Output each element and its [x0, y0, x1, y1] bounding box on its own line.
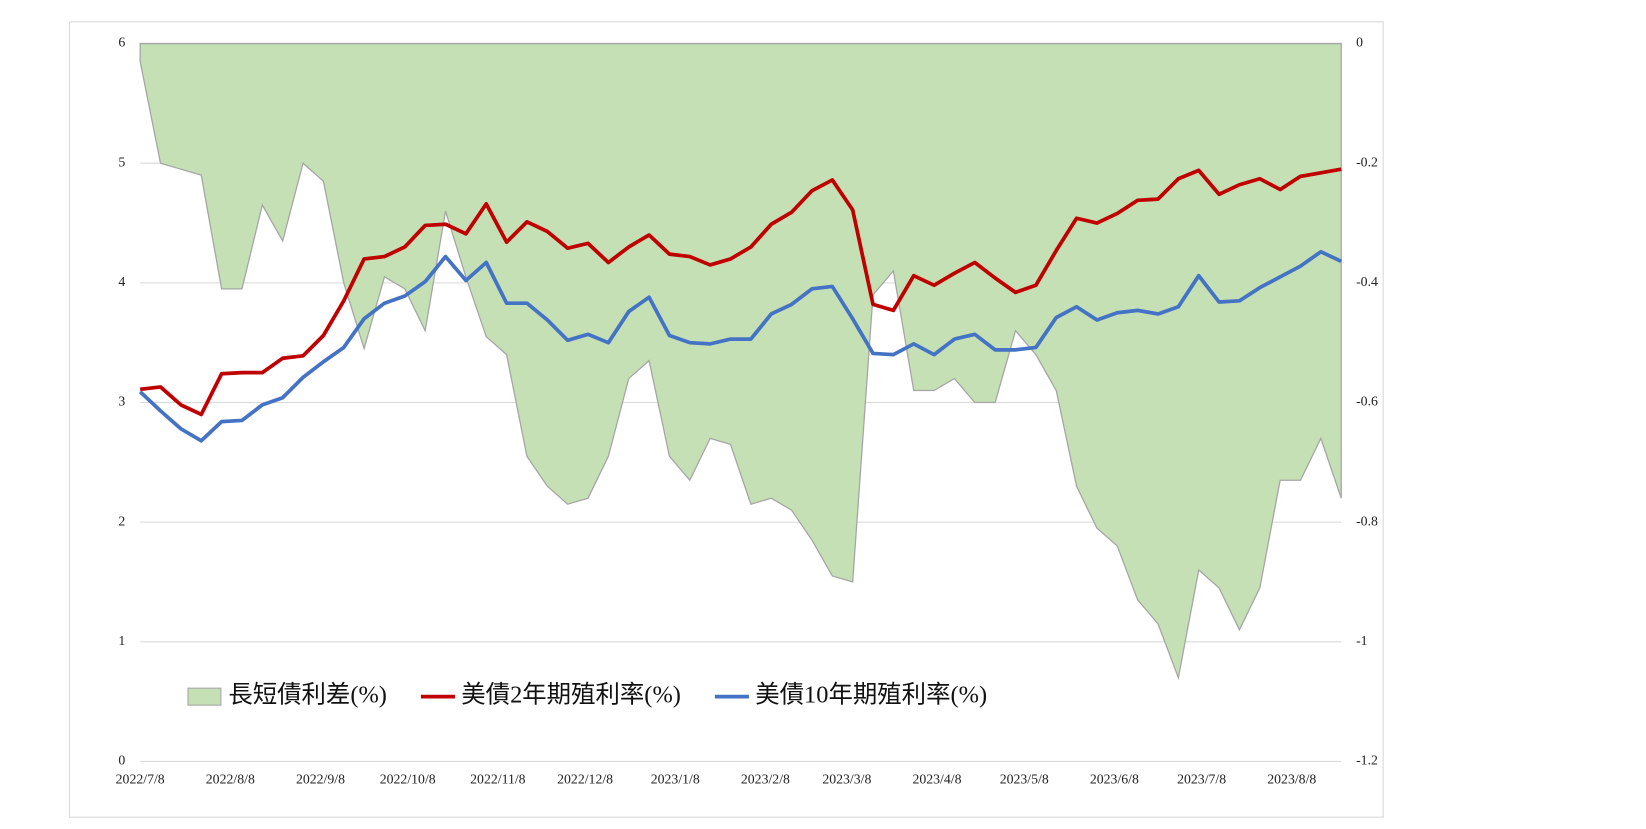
y2-tick-label: -1.2 — [1356, 753, 1378, 768]
y2-tick-label: 0 — [1356, 35, 1363, 50]
y2-tick-label: -0.8 — [1356, 513, 1378, 528]
x-tick-label: 2023/6/8 — [1090, 772, 1139, 787]
axes: 0 1 2 3 4 5 6 0 -0.2 -0.4 -0.6 -0.8 -1 -1.2 2022/7/8 20… — [116, 35, 1378, 787]
x-tick-label: 2022/9/8 — [296, 772, 345, 787]
y-tick-label: 2 — [118, 513, 125, 528]
x-tick-label: 2023/5/8 — [1000, 772, 1049, 787]
y-tick-label: 5 — [118, 154, 125, 169]
y2-tick-label: -0.4 — [1356, 274, 1378, 289]
plot — [138, 42, 1343, 681]
y-tick-label: 6 — [118, 35, 125, 50]
x-tick-label: 2022/8/8 — [206, 772, 255, 787]
x-tick-label: 2023/1/8 — [651, 772, 700, 787]
x-tick-label: 2022/11/8 — [470, 772, 526, 787]
y2-tick-label: -0.6 — [1356, 394, 1378, 409]
legend-label: 美債10年期殖利率(%) — [755, 681, 987, 708]
x-tick-label: 2023/4/8 — [912, 772, 961, 787]
x-tick-label: 2023/8/8 — [1267, 772, 1316, 787]
line — [138, 249, 1343, 443]
line — [139, 167, 1342, 417]
area — [139, 42, 1342, 681]
y-tick-label: 3 — [118, 394, 125, 409]
legend-label: 美債2年期殖利率(%) — [461, 681, 681, 708]
legend: 長短債利差(%) 美債2年期殖利率(%) 美債10年期殖利率(%) — [187, 681, 987, 708]
x-tick-label: 2022/10/8 — [380, 772, 436, 787]
y2-tick-label: -1 — [1356, 633, 1368, 648]
legend-label: 長短債利差(%) — [228, 681, 387, 708]
y-tick-label: 1 — [118, 633, 125, 648]
x-tick-label: 2023/7/8 — [1177, 772, 1226, 787]
x-tick-label: 2022/7/8 — [116, 772, 165, 787]
y-tick-label: 4 — [118, 274, 125, 289]
y2-tick-label: -0.2 — [1356, 154, 1378, 169]
legend-swatch — [187, 687, 222, 706]
x-tick-label: 2023/2/8 — [741, 772, 790, 787]
x-tick-label: 2022/12/8 — [557, 772, 613, 787]
y-tick-label: 0 — [118, 753, 125, 768]
x-tick-label: 2023/3/8 — [822, 772, 871, 787]
